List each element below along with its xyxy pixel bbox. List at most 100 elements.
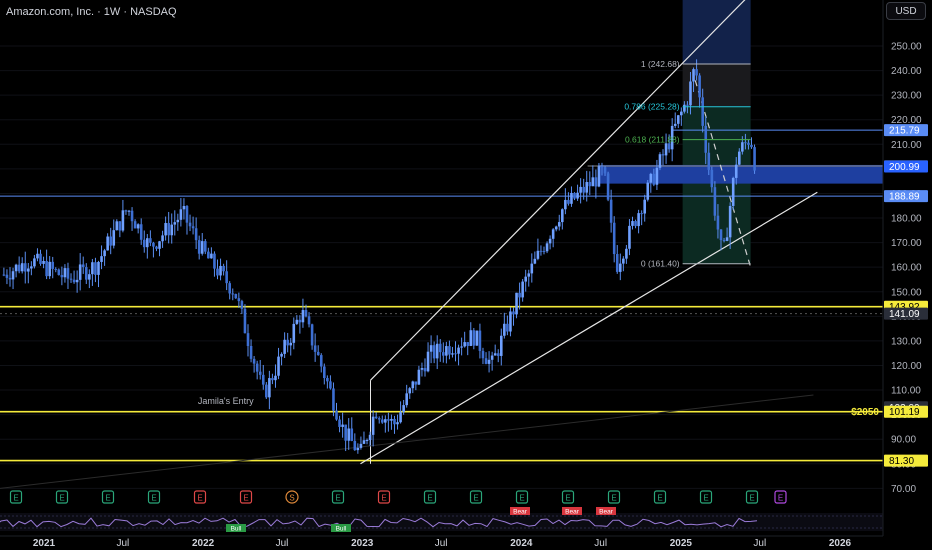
- price-label-text: 141.09: [889, 309, 920, 320]
- candle-body: [33, 258, 36, 267]
- candle-body: [69, 278, 73, 280]
- candle-body: [149, 238, 152, 243]
- candle-body: [109, 236, 112, 246]
- candle-body: [188, 222, 192, 227]
- time-axis-label: 2025: [670, 538, 693, 549]
- axis-tick-label: 120.00: [891, 361, 922, 372]
- axis-tick-label: 130.00: [891, 336, 922, 347]
- candle-body: [94, 262, 97, 275]
- candle-body: [628, 225, 631, 249]
- candle-body: [362, 440, 366, 444]
- candle-body: [121, 210, 125, 231]
- fib-lower-zone: [682, 106, 751, 264]
- event-marker-earnings: [147, 490, 161, 504]
- candle-body: [585, 182, 589, 193]
- rsi-flag-label: Bull: [336, 526, 347, 533]
- candle-body: [710, 169, 714, 188]
- price-label-text: 188.89: [889, 192, 920, 203]
- candle-body: [475, 330, 479, 346]
- candle-body: [429, 345, 433, 352]
- time-axis-label: Jul: [435, 538, 448, 549]
- candle-body: [292, 323, 296, 343]
- candle-body: [286, 339, 289, 346]
- event-marker-earnings: [101, 490, 115, 504]
- axis-tick-label: 110.00: [891, 386, 921, 397]
- axis-tick-label: 160.00: [891, 263, 922, 274]
- candle-body: [493, 353, 497, 356]
- candle-body: [36, 253, 39, 259]
- candle-body: [173, 222, 177, 225]
- price-label-text: 101.19: [889, 407, 920, 418]
- horizontal-levels: [0, 129, 883, 462]
- candle-body: [42, 260, 45, 264]
- candle-body: [23, 263, 27, 272]
- event-marker-earnings: [515, 490, 529, 504]
- candle-body: [661, 154, 665, 156]
- price-label-badge: [884, 190, 928, 203]
- candle-body: [298, 319, 302, 323]
- candle-body: [283, 339, 286, 354]
- candle-body: [396, 422, 399, 425]
- candle-body: [527, 273, 531, 277]
- candle-body: [185, 205, 189, 223]
- candle-body: [588, 182, 592, 187]
- candle-body: [722, 240, 726, 242]
- event-marker-earnings: [377, 490, 391, 504]
- rsi-flag: [331, 524, 351, 532]
- candle-body: [316, 351, 320, 356]
- candle-body: [164, 223, 167, 236]
- candle-body: [75, 279, 79, 283]
- axis-tick-label: 240.00: [891, 66, 922, 77]
- candle-body: [518, 292, 521, 298]
- candle-body: [356, 447, 360, 451]
- candle-body: [106, 236, 109, 251]
- candle-body: [680, 111, 683, 116]
- candle-body: [716, 215, 720, 230]
- candle-body: [261, 374, 265, 385]
- event-marker-earnings: [193, 490, 207, 504]
- candle-body: [213, 253, 216, 269]
- rsi-flag-label: Bear: [513, 509, 528, 516]
- candle-body: [618, 263, 622, 272]
- event-marker-letter: E: [519, 494, 524, 503]
- candle-body: [551, 229, 555, 239]
- event-marker-letter: E: [335, 494, 340, 503]
- candle-body: [725, 237, 729, 241]
- rsi-flag: [226, 524, 246, 532]
- candle-body: [48, 261, 51, 277]
- axis-background: [883, 0, 932, 536]
- candle-body: [738, 151, 741, 165]
- candle-body: [487, 359, 491, 364]
- candle-body: [84, 267, 88, 280]
- candle-body: [741, 142, 744, 152]
- candle-body: [72, 279, 76, 283]
- candle-body: [643, 199, 647, 214]
- candle-body: [545, 243, 549, 252]
- time-axis-label: Jul: [753, 538, 766, 549]
- candle-body: [567, 199, 570, 204]
- candle-body: [399, 411, 402, 423]
- candle-body: [554, 226, 558, 230]
- event-marker-letter: E: [151, 494, 156, 503]
- candle-body: [503, 323, 506, 336]
- event-marker-earnings: [561, 490, 575, 504]
- candle-body: [536, 250, 540, 259]
- event-marker-dividend: [285, 490, 299, 504]
- candle-body: [750, 144, 753, 148]
- candle-body: [91, 262, 94, 275]
- candle-body: [454, 353, 457, 355]
- candle-body: [512, 311, 515, 315]
- candle-body: [670, 125, 674, 150]
- candle-body: [45, 260, 48, 277]
- event-marker-letter: E: [197, 494, 202, 503]
- candle-body: [118, 221, 122, 231]
- candle-body: [265, 384, 268, 398]
- candle-body: [579, 186, 582, 193]
- event-marker-earnings: [9, 490, 23, 504]
- axis-tick-label: 150.00: [891, 287, 922, 298]
- candle-body: [557, 222, 561, 227]
- candle-body: [219, 265, 222, 276]
- currency-button[interactable]: USD: [886, 2, 926, 20]
- event-marker-letter: E: [778, 494, 783, 503]
